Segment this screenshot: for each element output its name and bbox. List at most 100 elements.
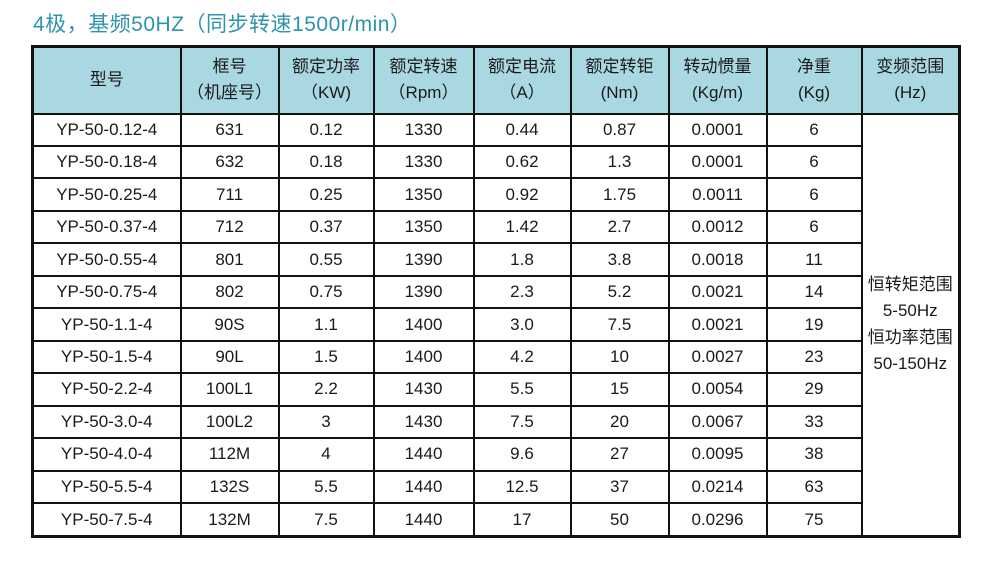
table-row: YP-50-0.75-4 802 0.75 1390 2.3 5.2 0.0021 14 [31,274,960,310]
table-cell: 0.0021 [667,307,768,342]
table-cell: 12.5 [472,469,572,505]
table-cell: 1390 [372,242,475,277]
col-header-rated-speed: 额定转速 （Rpm） [372,45,475,115]
table-cell: 0.0027 [667,339,768,375]
table-cell: 1.3 [569,144,670,180]
page-title: 4极，基频50HZ（同步转速1500r/min） [33,13,412,36]
table-cell: YP-50-0.37-4 [31,209,182,245]
table-cell: 0.0067 [667,404,768,440]
table-cell: 9.6 [472,437,572,472]
table-row: YP-50-7.5-4 132M 7.5 1440 17 50 0.0296 75 [31,502,960,538]
table-cell: YP-50-0.12-4 [31,112,182,147]
table-body: YP-50-0.12-4 631 0.12 1330 0.44 0.87 0.0001 6 恒转… [31,112,961,538]
table-row: YP-50-0.18-4 632 0.18 1330 0.62 1.3 0.0001 6 [31,144,960,180]
table-cell: 38 [765,437,863,472]
table-cell: 712 [179,209,280,245]
table-row: YP-50-1.5-4 90L 1.5 1400 4.2 10 0.0027 23 [31,339,960,375]
header-row: 型号 框号 （机座号） 额定功率 （KW) 额定转速 （Rpm） 额定电流 （A… [31,45,961,115]
table-cell: 1400 [372,307,475,342]
col-header-unit: （A） [499,83,545,103]
table-cell: 631 [179,112,280,147]
table-row: YP-50-4.0-4 112M 4 1440 9.6 27 0.0095 38 [31,437,960,472]
table-cell: 4.2 [472,339,572,375]
table-cell: 0.75 [277,274,375,310]
col-header-unit: (Hz) [894,83,927,103]
table-cell: 15 [569,372,670,407]
table-cell: 33 [765,404,863,440]
table-cell: 1.75 [569,177,670,212]
table-cell: 7.5 [277,502,375,538]
table-cell: 0.0001 [667,144,768,180]
col-header-text: 额定转速 [389,56,458,76]
table-cell: 2.3 [472,274,572,310]
table-cell: 0.12 [277,112,375,147]
table-cell: 632 [179,144,280,180]
table-cell: 0.92 [472,177,572,212]
col-header-inertia: 转动惯量 (Kg/m) [667,45,768,115]
col-header-text: 额定电流 [488,56,556,76]
table-cell: YP-50-1.5-4 [31,339,182,375]
table-cell: 63 [765,469,863,505]
table-cell: 1350 [372,177,475,212]
col-header-frame: 框号 （机座号） [179,45,280,115]
frequency-range-cell: 恒转矩范围 5-50Hz 恒功率范围 50-150Hz [860,112,961,538]
table-cell: YP-50-0.25-4 [31,177,182,212]
table-row: YP-50-0.55-4 801 0.55 1390 1.8 3.8 0.0018 11 [31,242,960,277]
table-cell: 2.2 [277,372,375,407]
col-header-unit: （机座号） [187,83,272,103]
table-cell: 1440 [372,502,475,538]
table-cell: 0.0018 [667,242,768,277]
table-cell: 75 [765,502,863,538]
col-header-unit: （Rpm） [388,83,459,103]
table-cell: 6 [765,177,863,212]
table-cell: YP-50-1.1-4 [31,307,182,342]
table-cell: 19 [765,307,863,342]
table-cell: 5.5 [472,372,572,407]
col-header-text: 变频范围 [876,56,945,76]
table-cell: 5.2 [569,274,670,310]
table-cell: 1.1 [277,307,375,342]
col-header-frequency-range: 变频范围 (Hz) [860,45,961,115]
table-cell: 10 [569,339,670,375]
table-cell: 112M [179,437,280,472]
table-row: YP-50-2.2-4 100L1 2.2 1430 5.5 15 0.0054 29 [31,372,960,407]
table-cell: 2.7 [569,209,670,245]
table-cell: 29 [765,372,863,407]
table-cell: 3 [277,404,375,440]
table-cell: YP-50-5.5-4 [31,469,182,505]
table-cell: 7.5 [569,307,670,342]
col-header-unit: (Kg/m) [692,83,743,103]
table-cell: 6 [765,209,863,245]
col-header-model: 型号 [31,45,182,115]
col-header-text: 转动惯量 [683,56,752,76]
table-header: 型号 框号 （机座号） 额定功率 （KW) 额定转速 （Rpm） 额定电流 （A… [31,45,961,115]
table-cell: 0.87 [569,112,670,147]
table-cell: 1440 [372,469,475,505]
table-cell: 90L [179,339,280,375]
table-row: YP-50-3.0-4 100L2 3 1430 7.5 20 0.0067 33 [31,404,960,440]
table-cell: 6 [765,112,863,147]
table-cell: 1330 [372,144,475,180]
table-row: YP-50-0.12-4 631 0.12 1330 0.44 0.87 0.0001 6 恒转… [31,112,961,538]
motor-spec-table: 型号 框号 （机座号） 额定功率 （KW) 额定转速 （Rpm） 额定电流 （A… [31,45,961,538]
table-cell: YP-50-0.75-4 [31,274,182,310]
table-cell: 801 [179,242,280,277]
table-cell: YP-50-3.0-4 [31,404,182,440]
table-cell: 1330 [372,112,475,147]
table-cell: YP-50-0.55-4 [31,242,182,277]
table-cell: 1440 [372,437,475,472]
frequency-range-line: 50-150Hz [873,354,948,374]
table-cell: 1.8 [472,242,572,277]
col-header-unit: （KW) [300,83,352,103]
col-header-text: 额定功率 [292,56,360,76]
table-cell: 0.37 [277,209,375,245]
table-cell: 5.5 [277,469,375,505]
table-cell: YP-50-7.5-4 [31,502,182,538]
col-header-rated-power: 额定功率 （KW) [277,45,375,115]
table-cell: 20 [569,404,670,440]
table-row: YP-50-5.5-4 132S 5.5 1440 12.5 37 0.0214 63 [31,469,960,505]
table-cell: 1.5 [277,339,375,375]
frequency-range-line: 恒转矩范围 [867,275,953,295]
table-cell: 0.0095 [667,437,768,472]
table-cell: 0.55 [277,242,375,277]
